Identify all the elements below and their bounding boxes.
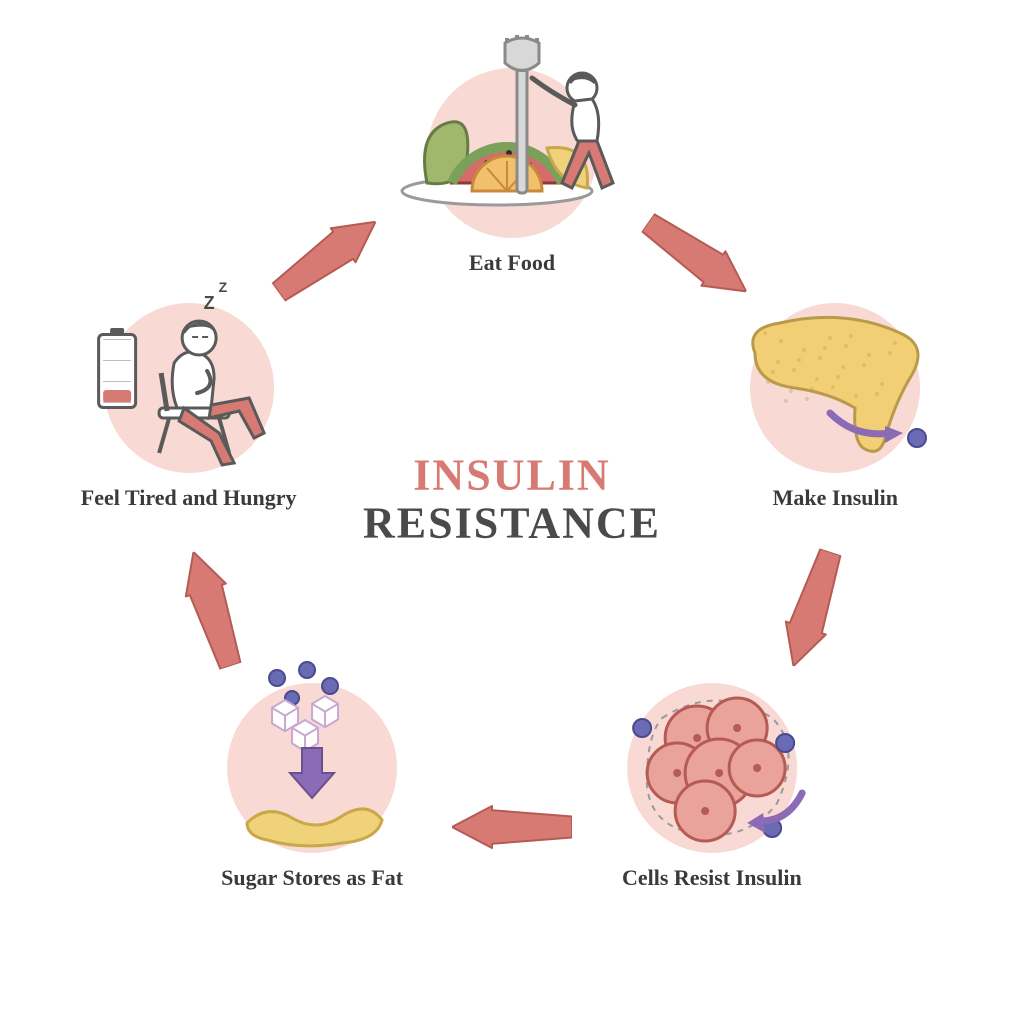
tired-hungry-label: Feel Tired and Hungry xyxy=(81,485,297,511)
arrow-make-insulin-to-cells-resist xyxy=(764,543,860,676)
cells-resist-label: Cells Resist Insulin xyxy=(622,865,802,891)
make-insulin-illustration xyxy=(750,303,920,473)
sugar-fat-label: Sugar Stores as Fat xyxy=(221,865,403,891)
center-title: INSULIN RESISTANCE xyxy=(363,452,661,549)
node-cells-resist: Cells Resist Insulin xyxy=(622,683,802,891)
node-sugar-fat: Sugar Stores as Fat xyxy=(221,683,403,891)
arrow-cells-resist-to-sugar-fat xyxy=(452,796,572,858)
eat-food-label: Eat Food xyxy=(427,250,597,276)
cells-resist-illustration xyxy=(627,683,797,853)
title-line-1: INSULIN xyxy=(363,452,661,500)
eat-food-illustration xyxy=(427,68,597,238)
arrow-sugar-fat-to-tired-hungry xyxy=(164,543,260,676)
node-eat-food: Eat Food xyxy=(427,68,597,276)
tired-hungry-illustration: Z Z xyxy=(104,303,274,473)
make-insulin-label: Make Insulin xyxy=(750,485,920,511)
sugar-fat-illustration xyxy=(227,683,397,853)
title-line-2: RESISTANCE xyxy=(363,500,661,548)
node-tired-hungry: Z Z Feel Tired and Hungry xyxy=(81,303,297,511)
node-make-insulin: Make Insulin xyxy=(750,303,920,511)
diagram-stage: INSULIN RESISTANCE xyxy=(0,0,1024,1024)
